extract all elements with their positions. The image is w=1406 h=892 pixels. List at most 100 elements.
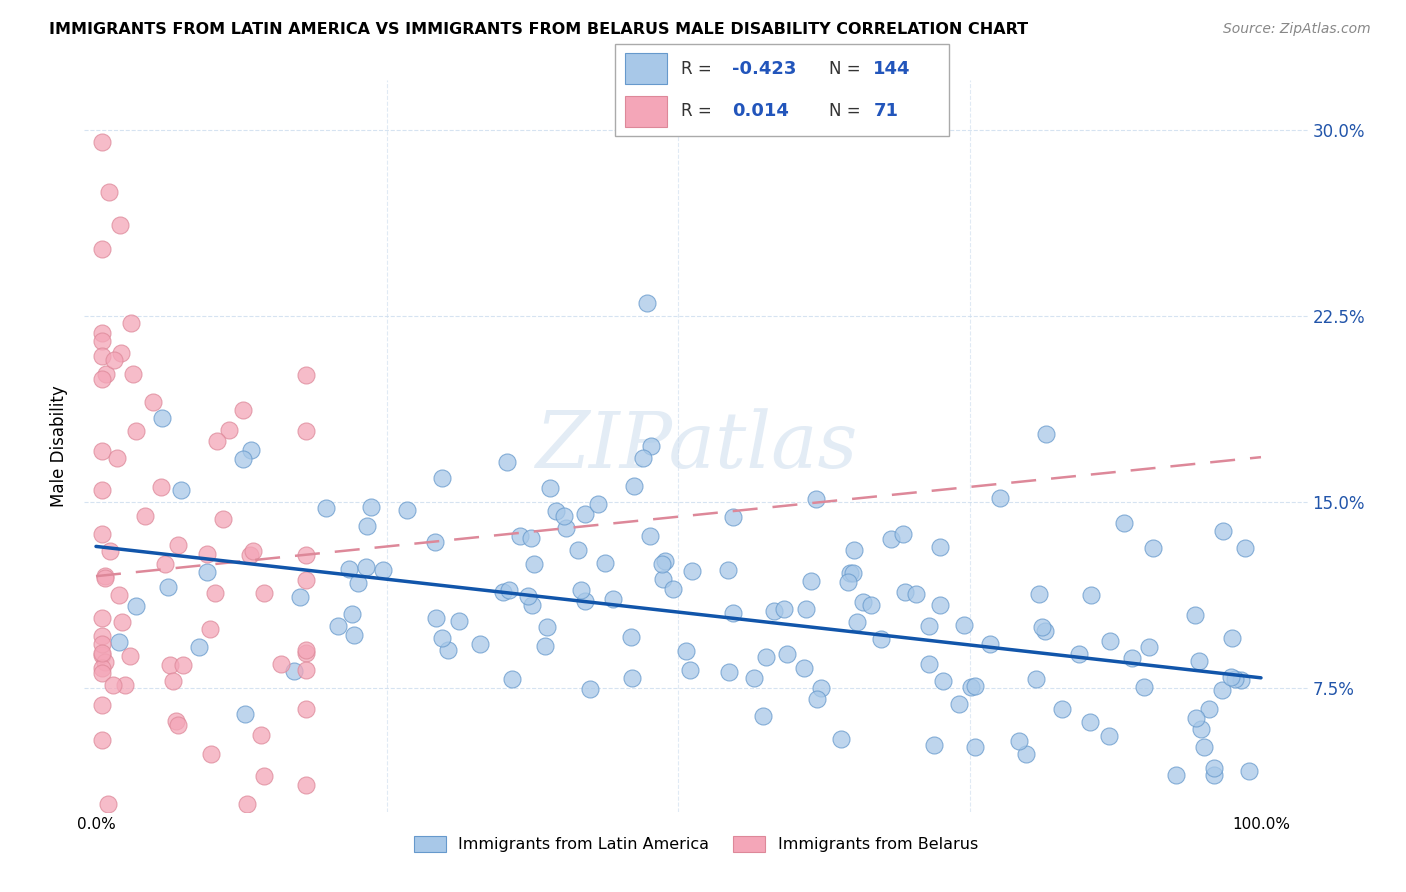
Point bbox=[343, 627, 366, 641]
Point bbox=[794, 602, 817, 616]
Point bbox=[120, 648, 142, 663]
Point bbox=[105, 450, 128, 465]
Point bbox=[108, 634, 131, 648]
Point bbox=[574, 594, 596, 608]
Point bbox=[232, 452, 254, 467]
Point bbox=[294, 368, 316, 382]
Point bbox=[932, 674, 955, 689]
Point bbox=[188, 640, 211, 655]
Point bbox=[763, 604, 786, 618]
Point bbox=[979, 637, 1001, 651]
Point bbox=[501, 673, 523, 687]
Point bbox=[356, 559, 378, 574]
Point bbox=[870, 632, 893, 647]
Point bbox=[90, 526, 112, 541]
Point bbox=[110, 346, 132, 360]
Point bbox=[717, 563, 740, 577]
Point bbox=[170, 483, 193, 497]
Point bbox=[204, 586, 226, 600]
Point bbox=[717, 665, 740, 679]
Point bbox=[373, 563, 395, 577]
Point bbox=[620, 631, 643, 645]
Point bbox=[492, 584, 515, 599]
Point bbox=[159, 658, 181, 673]
Point bbox=[97, 797, 120, 812]
Point bbox=[90, 638, 112, 652]
Point bbox=[1015, 747, 1038, 761]
Point bbox=[142, 395, 165, 409]
Point bbox=[652, 572, 675, 586]
Point bbox=[423, 535, 446, 549]
Point bbox=[721, 606, 744, 620]
Point bbox=[567, 542, 589, 557]
Point bbox=[294, 424, 316, 438]
Point bbox=[636, 296, 658, 310]
Point bbox=[1025, 672, 1047, 686]
Point bbox=[90, 666, 112, 681]
Point bbox=[90, 326, 112, 341]
FancyBboxPatch shape bbox=[626, 95, 666, 127]
Point bbox=[1133, 680, 1156, 694]
Point bbox=[236, 797, 259, 812]
Point bbox=[1184, 607, 1206, 622]
Point bbox=[1069, 648, 1091, 662]
Point bbox=[340, 607, 363, 621]
Point bbox=[396, 503, 419, 517]
Point bbox=[1230, 673, 1253, 687]
Point bbox=[918, 619, 941, 633]
Point bbox=[1185, 711, 1208, 725]
Point bbox=[150, 410, 173, 425]
Point bbox=[90, 444, 112, 458]
Point bbox=[852, 594, 875, 608]
Point bbox=[1212, 524, 1234, 538]
Point bbox=[845, 615, 868, 630]
Point bbox=[623, 479, 645, 493]
Point bbox=[125, 599, 148, 613]
Text: 71: 71 bbox=[873, 103, 898, 120]
Text: 144: 144 bbox=[873, 60, 911, 78]
Point bbox=[1033, 624, 1056, 639]
Point bbox=[288, 591, 311, 605]
Point bbox=[90, 483, 112, 497]
Point bbox=[1028, 587, 1050, 601]
Point bbox=[249, 727, 271, 741]
Y-axis label: Male Disability: Male Disability bbox=[51, 385, 69, 507]
Point bbox=[662, 582, 685, 597]
Point bbox=[198, 623, 221, 637]
Point bbox=[859, 598, 882, 612]
Point bbox=[108, 588, 131, 602]
Point bbox=[1121, 651, 1143, 665]
Point bbox=[534, 639, 557, 653]
Text: 0.014: 0.014 bbox=[733, 103, 789, 120]
Point bbox=[554, 521, 576, 535]
Point bbox=[149, 480, 172, 494]
Point bbox=[294, 663, 316, 677]
Point bbox=[200, 747, 222, 762]
Point bbox=[122, 368, 145, 382]
Point bbox=[894, 585, 917, 599]
Point bbox=[205, 434, 228, 448]
Point bbox=[110, 218, 132, 232]
Point bbox=[776, 647, 799, 661]
Point bbox=[804, 492, 827, 507]
Point bbox=[120, 316, 142, 330]
Point bbox=[339, 562, 361, 576]
Point bbox=[523, 557, 546, 571]
Point bbox=[520, 598, 543, 612]
Point bbox=[90, 135, 112, 149]
Point bbox=[111, 615, 134, 629]
Point bbox=[211, 512, 233, 526]
Point bbox=[468, 637, 491, 651]
Point bbox=[239, 549, 262, 563]
Point bbox=[425, 611, 447, 625]
Point bbox=[90, 661, 112, 675]
Point bbox=[1220, 631, 1243, 645]
Point bbox=[195, 548, 218, 562]
Point bbox=[449, 615, 471, 629]
Point bbox=[574, 508, 596, 522]
Point bbox=[640, 529, 662, 543]
Point bbox=[96, 367, 118, 381]
Point bbox=[347, 576, 370, 591]
Point bbox=[153, 557, 176, 571]
Point bbox=[553, 509, 575, 524]
